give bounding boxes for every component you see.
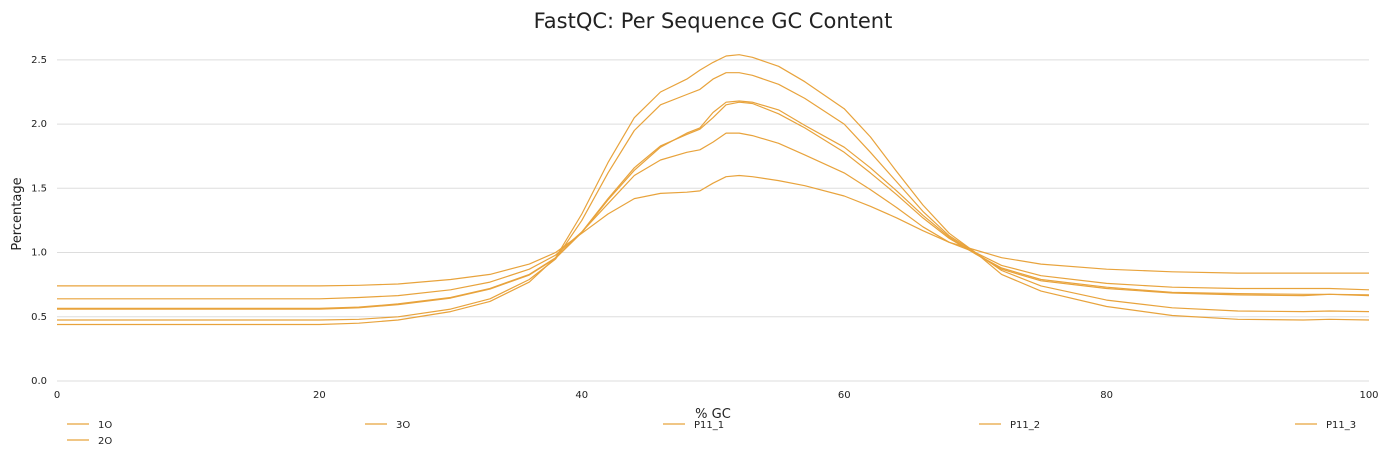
legend: 1O 2O 3O P11_1 P11_2 P11_3 [67, 420, 1356, 447]
legend-item-3o[interactable]: 3O [365, 420, 410, 431]
y-gridlines [57, 59, 1369, 382]
x-tick-label: 40 [575, 390, 588, 401]
y-tick-label: 1.0 [31, 248, 47, 259]
x-tick-label: 100 [1359, 390, 1378, 401]
series-lines [57, 54, 1370, 326]
y-tick-label: 2.0 [31, 119, 47, 130]
x-tick-label: 80 [1100, 390, 1113, 401]
legend-item-2o[interactable]: 2O [67, 436, 112, 447]
x-axis-label: % GC [695, 407, 731, 422]
legend-item-p11-2[interactable]: P11_2 [979, 420, 1040, 431]
legend-label: 1O [98, 420, 112, 431]
series-line-p11-2 [57, 72, 1370, 321]
chart-title: FastQC: Per Sequence GC Content [534, 9, 893, 33]
legend-label: P11_3 [1326, 420, 1356, 431]
legend-label: P11_2 [1010, 420, 1040, 431]
y-tick-labels: 0.0 0.5 1.0 1.5 2.0 2.5 [31, 55, 47, 387]
y-tick-label: 1.5 [31, 183, 47, 194]
legend-label: 2O [98, 436, 112, 447]
y-tick-label: 0.5 [31, 312, 47, 323]
x-tick-label: 60 [838, 390, 851, 401]
series-line-p11-3 [57, 54, 1370, 326]
x-tick-label: 20 [313, 390, 326, 401]
x-tick-label: 0 [54, 390, 60, 401]
y-tick-label: 2.5 [31, 55, 47, 66]
series-line-3o [57, 101, 1370, 309]
legend-label: P11_1 [694, 420, 724, 431]
series-line-p11-1 [57, 100, 1370, 310]
legend-item-p11-1[interactable]: P11_1 [663, 420, 724, 431]
y-axis-label: Percentage [10, 177, 25, 250]
y-tick-label: 0.0 [31, 376, 47, 387]
legend-item-1o[interactable]: 1O [67, 420, 112, 431]
legend-item-p11-3[interactable]: P11_3 [1295, 420, 1356, 431]
legend-label: 3O [396, 420, 410, 431]
x-tick-labels: 0 20 40 60 80 100 [54, 390, 1379, 401]
series-line-2o [57, 132, 1370, 300]
series-line-1o [57, 174, 1369, 287]
